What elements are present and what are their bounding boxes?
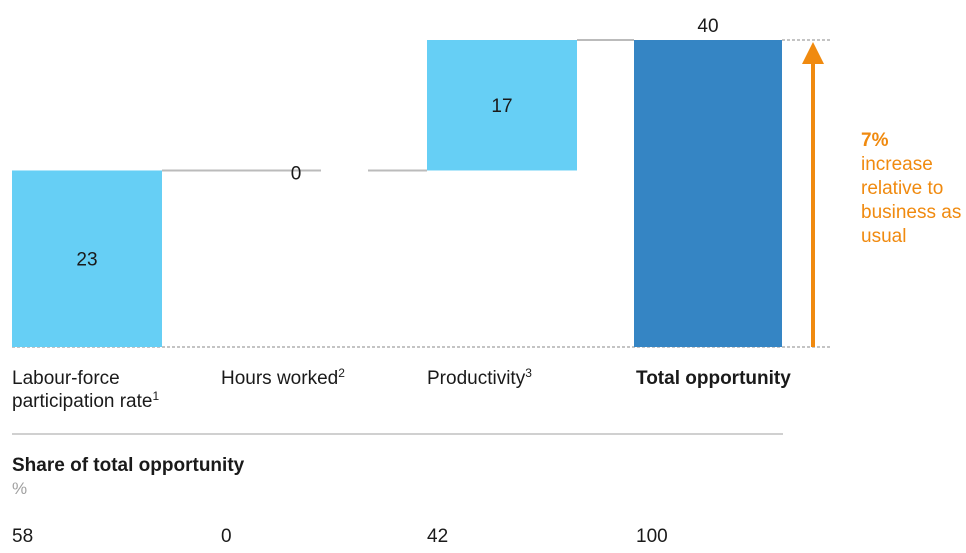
category-label-productivity: Productivity3 <box>427 367 627 390</box>
category-label-text: Total opportunity <box>636 368 791 389</box>
bar-3 <box>634 40 782 347</box>
share-value-labour-force: 58 <box>12 526 34 547</box>
value-label-2: 17 <box>491 96 512 117</box>
category-label-text: Hours worked <box>221 368 339 389</box>
share-table-unit: % <box>12 479 28 498</box>
bar-0 <box>12 170 162 347</box>
value-label-3: 40 <box>697 16 718 37</box>
footnote-marker: 3 <box>525 366 532 380</box>
increase-percent: 7% <box>861 130 889 151</box>
footnote-marker: 1 <box>152 389 160 403</box>
category-label-text: Labour-force participation rate <box>12 368 153 412</box>
category-label-text: Productivity <box>427 368 526 389</box>
category-label-hours-worked: Hours worked2 <box>221 367 421 390</box>
bars <box>12 40 782 347</box>
bar-2 <box>427 40 577 171</box>
section-divider <box>12 433 783 435</box>
share-value-hours-worked: 0 <box>221 526 232 547</box>
share-value-total: 100 <box>636 526 668 547</box>
category-label-labour-force: Labour-force participation rate1 <box>12 367 212 413</box>
footnote-marker: 2 <box>338 366 345 380</box>
share-table-title: Share of total opportunity <box>12 455 245 476</box>
increase-arrow <box>802 42 824 347</box>
value-labels: 23 0 17 40 <box>76 16 718 271</box>
arrow-head <box>802 42 824 64</box>
category-label-total-opportunity: Total opportunity <box>636 367 836 390</box>
share-value-productivity: 42 <box>427 526 449 547</box>
increase-description: increase relative to business as usual <box>861 154 962 247</box>
value-label-0: 23 <box>76 250 97 271</box>
value-label-1: 0 <box>291 163 302 184</box>
increase-callout: 7% increase relative to business as usua… <box>861 129 966 249</box>
